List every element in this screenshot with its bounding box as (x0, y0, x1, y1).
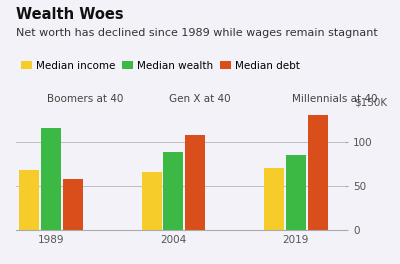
Bar (286, 155, 306, 230)
Bar (308, 115, 328, 230)
Text: Net worth has declined since 1989 while wages remain stagnant: Net worth has declined since 1989 while … (16, 28, 378, 38)
Bar (163, 152, 184, 230)
Text: Boomers at 40: Boomers at 40 (47, 94, 123, 104)
Bar (19, 170, 39, 230)
Text: $150K: $150K (354, 98, 387, 108)
Text: Wealth Woes: Wealth Woes (16, 7, 124, 22)
Bar (63, 179, 83, 230)
Text: Millennials at 40: Millennials at 40 (292, 94, 377, 104)
Legend: Median income, Median wealth, Median debt: Median income, Median wealth, Median deb… (21, 61, 300, 71)
Bar (185, 135, 205, 230)
Text: Gen X at 40: Gen X at 40 (169, 94, 231, 104)
Bar (142, 172, 162, 230)
Bar (41, 128, 61, 230)
Bar (264, 168, 284, 230)
